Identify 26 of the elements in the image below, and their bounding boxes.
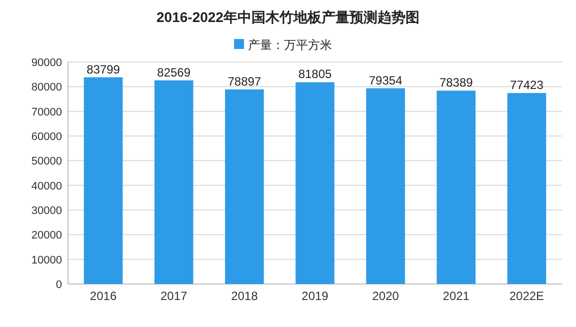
data-label: 77423 [510,78,544,92]
y-tick-label: 20000 [31,230,62,242]
data-label: 82569 [157,65,191,80]
data-label: 83799 [86,62,120,76]
x-tick-label: 2021 [442,289,470,303]
y-tick-label: 0 [56,279,62,291]
x-tick-label: 2016 [90,289,117,303]
y-tick-label: 90000 [31,57,62,69]
y-tick-label: 10000 [31,254,62,266]
y-tick-label: 50000 [31,156,62,168]
y-tick-label: 40000 [31,180,62,192]
data-label: 81805 [298,67,332,82]
y-tick-label: 80000 [31,82,62,94]
legend-label: 产量：万平方米 [248,38,332,52]
y-tick-label: 60000 [31,131,62,143]
chart-title: 2016-2022年中国木竹地板产量预测趋势图 [156,9,420,25]
data-label: 79354 [368,73,403,88]
x-tick-label: 2017 [160,289,188,303]
x-tick-label: 2020 [372,289,400,303]
data-label: 78897 [228,74,262,88]
x-tick-label: 2018 [231,289,258,303]
y-tick-label: 30000 [31,205,62,217]
x-tick-label: 2022E [509,289,544,303]
data-label: 78389 [439,76,474,90]
y-tick-label: 70000 [31,106,62,118]
x-tick-label: 2019 [302,289,329,303]
